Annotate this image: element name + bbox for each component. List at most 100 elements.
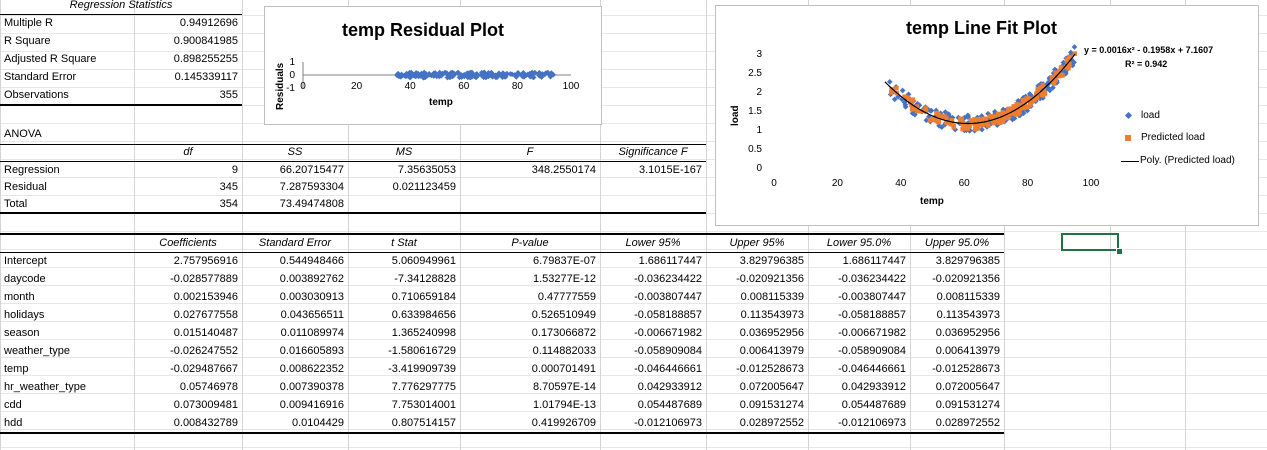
coef-cell: 0.000701491 — [531, 363, 596, 375]
coef-column-header: Coefficients — [159, 237, 217, 249]
residual-point — [537, 71, 543, 77]
row-gridline — [0, 411, 1267, 412]
coef-cell: 1.53277E-12 — [533, 273, 596, 285]
predicted-load-point — [1056, 73, 1062, 79]
coef-cell: 0.054487689 — [637, 399, 702, 411]
coef-cell: -0.020921356 — [736, 273, 804, 285]
coef-cell: 0.710659184 — [391, 291, 456, 303]
line-fit-plot-chart[interactable]: temp Line Fit Plot load temp y = 0.0016x… — [715, 5, 1259, 226]
coef-cell: 0.113543973 — [740, 309, 804, 321]
coef-cell: -0.058909084 — [838, 345, 906, 357]
predicted-load-point — [980, 122, 985, 128]
column-gridline — [0, 0, 1, 450]
coef-cell: -0.012528673 — [736, 363, 804, 375]
predicted-load-point — [1003, 111, 1008, 116]
row-gridline — [0, 105, 1267, 106]
predicted-load-point — [1034, 95, 1040, 100]
coef-cell: -0.006671982 — [838, 327, 906, 339]
predicted-load-point — [968, 118, 974, 123]
residual-x-tick: 40 — [405, 81, 417, 92]
residual-plot-chart[interactable]: temp Residual Plot Residuals temp 1 0 -1 0 2… — [264, 6, 602, 125]
load-point — [979, 126, 985, 133]
predicted-load-point — [964, 122, 969, 128]
residual-x-tick: 0 — [300, 81, 306, 92]
anova-cell-sigf — [600, 179, 702, 196]
coef-cell: 0.042933912 — [841, 381, 906, 393]
coef-cell: -0.036234422 — [634, 273, 702, 285]
legend-predicted-symbol — [1125, 135, 1131, 141]
residual-point — [417, 73, 424, 79]
coef-cell: 0.028972552 — [935, 417, 1000, 429]
predicted-load-point — [965, 126, 970, 131]
coef-cell: 8.70597E-14 — [533, 381, 596, 393]
fit-y-tick: 2 — [756, 87, 762, 98]
residual-x-tick: 20 — [351, 81, 363, 92]
legend-label: load — [1141, 110, 1160, 121]
coef-cell: -1.580616729 — [388, 345, 456, 357]
anova-cell-df: 9 — [231, 164, 238, 176]
load-point — [899, 87, 906, 94]
predicted-load-point — [1016, 108, 1021, 113]
coef-row-label: weather_type — [4, 345, 71, 357]
fit-x-tick: 80 — [1022, 178, 1034, 189]
predicted-load-point — [1065, 59, 1070, 64]
fill-handle[interactable] — [1116, 248, 1123, 255]
anova-row-label: Regression — [4, 164, 60, 176]
stat-label: Adjusted R Square — [4, 53, 97, 65]
coef-column-header: Upper 95.0% — [924, 237, 990, 249]
coef-cell: -7.34128828 — [394, 273, 456, 285]
predicted-load-point — [894, 85, 899, 91]
row-gridline — [0, 447, 1267, 448]
residual-point — [503, 71, 510, 77]
coef-cell: 0.043656511 — [280, 309, 344, 321]
predicted-load-point — [987, 114, 993, 119]
predicted-load-point — [1035, 87, 1040, 92]
residual-plot-title: temp Residual Plot — [342, 20, 505, 40]
coef-row-label: temp — [4, 363, 29, 375]
coef-row-label: daycode — [4, 273, 46, 285]
row-gridline — [0, 249, 1267, 250]
anova-column-header: df — [183, 146, 193, 158]
predicted-load-point — [1002, 114, 1008, 119]
row-gridline — [0, 357, 1267, 358]
anova-title: ANOVA — [4, 128, 42, 140]
coef-cell: 0.526510949 — [531, 309, 596, 321]
predicted-load-point — [983, 116, 988, 122]
anova-cell-f — [460, 179, 596, 196]
residual-y-tick: 0 — [289, 70, 295, 81]
residual-plot-area: 1 0 -1 0 20 40 60 80 100 — [286, 57, 580, 94]
load-point — [1071, 44, 1078, 50]
coef-cell: 0.633984656 — [391, 309, 456, 321]
coef-cell: -0.036234422 — [838, 273, 906, 285]
predicted-load-point — [1053, 77, 1058, 83]
row-gridline — [0, 51, 1267, 52]
predicted-load-point — [1066, 65, 1071, 71]
selected-cell[interactable] — [1061, 233, 1119, 251]
predicted-load-point — [909, 98, 914, 104]
coef-column-header: t Stat — [391, 237, 417, 249]
predicted-load-point — [997, 112, 1002, 117]
predicted-load-point — [936, 119, 942, 124]
column-gridline — [242, 0, 243, 450]
residual-point — [396, 73, 402, 80]
fit-y-tick: 3 — [756, 49, 762, 60]
coef-cell: -0.012106973 — [634, 417, 702, 429]
coef-cell: -0.003807447 — [838, 291, 906, 303]
coef-cell: 0.008115339 — [936, 291, 1000, 303]
residual-point — [524, 71, 531, 78]
predicted-load-point — [921, 108, 927, 113]
row-gridline — [0, 159, 1267, 160]
residual-point — [461, 73, 468, 80]
fit-x-tick: 60 — [959, 178, 971, 189]
predicted-load-point — [996, 120, 1002, 125]
coef-cell: -0.020921356 — [932, 273, 1000, 285]
predicted-load-point — [976, 122, 981, 127]
coef-cell: 0.009416916 — [279, 399, 344, 411]
fit-y-tick: 1.5 — [748, 106, 762, 117]
coef-cell: -0.012106973 — [838, 417, 906, 429]
poly-trendline — [884, 53, 1076, 125]
residual-point — [530, 74, 537, 81]
predicted-load-point — [975, 125, 981, 130]
anova-cell-ms — [348, 196, 456, 213]
coef-row-label: month — [4, 291, 35, 303]
